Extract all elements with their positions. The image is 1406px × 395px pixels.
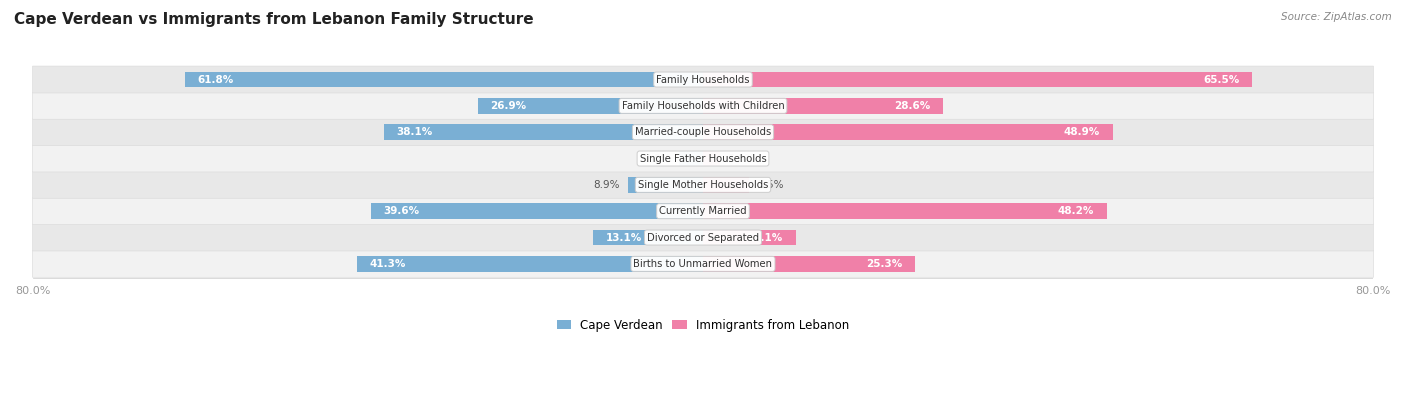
Text: Divorced or Separated: Divorced or Separated [647,233,759,243]
Bar [384,124,703,140]
Text: Family Households: Family Households [657,75,749,85]
Text: Single Father Households: Single Father Households [640,154,766,164]
Text: 5.5%: 5.5% [758,180,785,190]
Text: 61.8%: 61.8% [198,75,233,85]
Text: 25.3%: 25.3% [866,259,903,269]
Text: Births to Unmarried Women: Births to Unmarried Women [634,259,772,269]
Bar [703,256,915,272]
Text: 26.9%: 26.9% [491,101,526,111]
Text: Cape Verdean vs Immigrants from Lebanon Family Structure: Cape Verdean vs Immigrants from Lebanon … [14,12,534,27]
Text: Married-couple Households: Married-couple Households [636,127,770,137]
Text: 65.5%: 65.5% [1204,75,1239,85]
Bar [357,256,703,272]
Bar [703,229,796,245]
Bar [478,98,703,114]
Bar [703,177,749,193]
Text: 48.2%: 48.2% [1057,206,1094,216]
FancyBboxPatch shape [32,145,1374,172]
Bar [703,71,1251,87]
Bar [593,229,703,245]
FancyBboxPatch shape [32,119,1374,146]
Text: 13.1%: 13.1% [606,233,643,243]
Text: 39.6%: 39.6% [384,206,420,216]
FancyBboxPatch shape [32,92,1374,119]
Bar [371,203,703,219]
Text: 2.9%: 2.9% [644,154,671,164]
Text: 11.1%: 11.1% [747,233,783,243]
Bar [186,71,703,87]
FancyBboxPatch shape [32,171,1374,198]
Bar [679,150,703,166]
Text: Single Mother Households: Single Mother Households [638,180,768,190]
Text: 41.3%: 41.3% [370,259,406,269]
Text: 28.6%: 28.6% [894,101,929,111]
FancyBboxPatch shape [32,250,1374,277]
Bar [628,177,703,193]
FancyBboxPatch shape [32,198,1374,225]
Text: Family Households with Children: Family Households with Children [621,101,785,111]
Bar [703,150,720,166]
Text: 48.9%: 48.9% [1064,127,1099,137]
Legend: Cape Verdean, Immigrants from Lebanon: Cape Verdean, Immigrants from Lebanon [553,314,853,336]
Bar [703,124,1112,140]
Text: 8.9%: 8.9% [593,180,620,190]
FancyBboxPatch shape [32,224,1374,251]
Text: Currently Married: Currently Married [659,206,747,216]
Bar [703,203,1107,219]
Text: Source: ZipAtlas.com: Source: ZipAtlas.com [1281,12,1392,22]
Text: 38.1%: 38.1% [396,127,433,137]
Bar [703,98,942,114]
Text: 2.0%: 2.0% [728,154,755,164]
FancyBboxPatch shape [32,66,1374,93]
